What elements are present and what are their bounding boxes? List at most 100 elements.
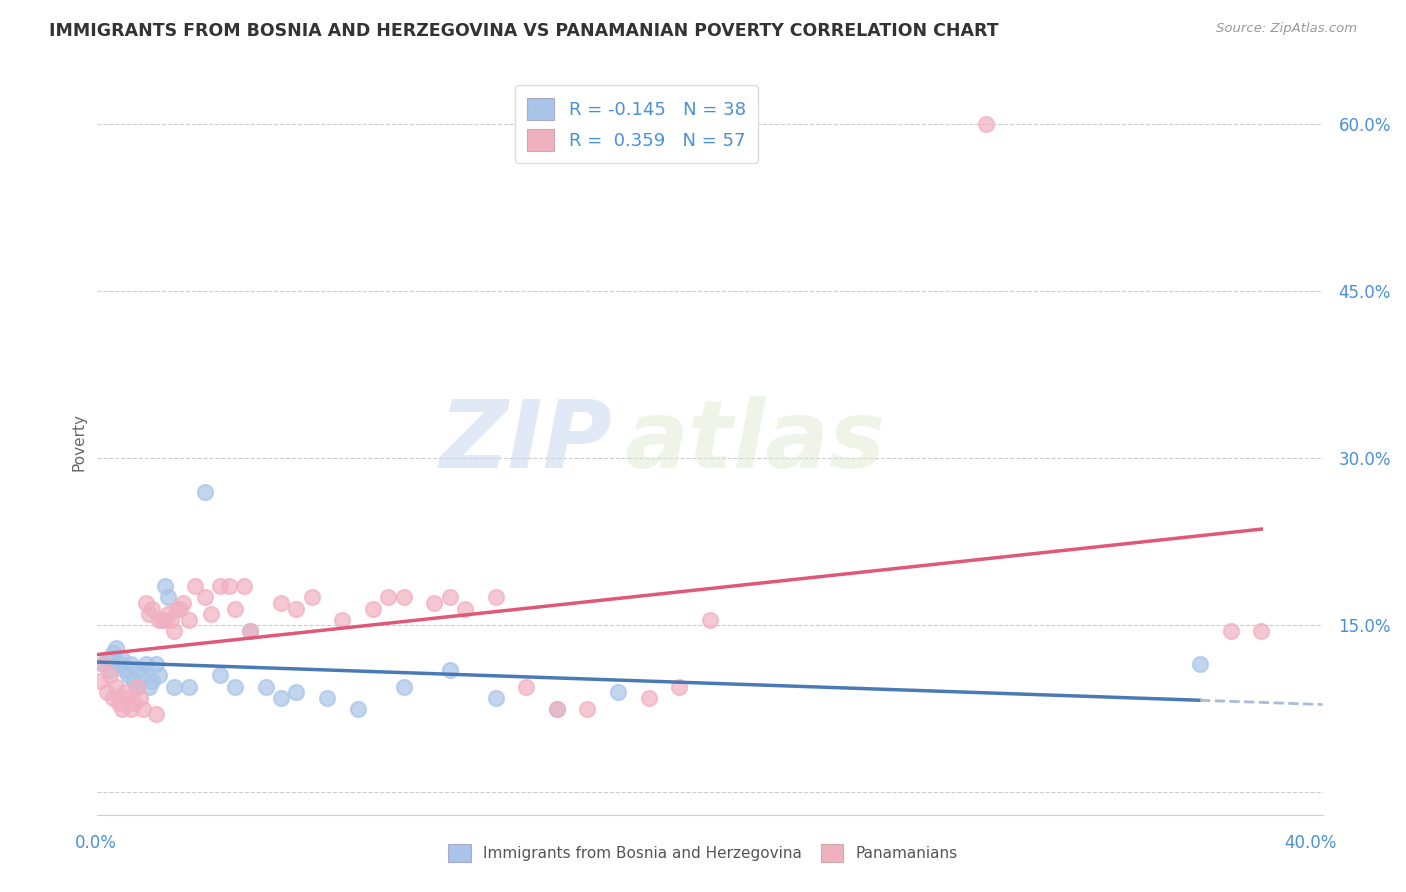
Legend: R = -0.145   N = 38, R =  0.359   N = 57: R = -0.145 N = 38, R = 0.359 N = 57	[515, 85, 758, 163]
Point	[193, 591, 215, 605]
Point	[138, 680, 160, 694]
Point	[132, 668, 155, 682]
Text: Source: ZipAtlas.com: Source: ZipAtlas.com	[1216, 22, 1357, 36]
Point	[974, 117, 997, 131]
Point	[224, 601, 246, 615]
Point	[361, 601, 384, 615]
Point	[233, 579, 256, 593]
Point	[98, 663, 121, 677]
Point	[114, 663, 136, 677]
Point	[120, 657, 142, 672]
Point	[129, 663, 152, 677]
Point	[111, 651, 134, 665]
Text: atlas: atlas	[624, 395, 886, 488]
Point	[172, 596, 194, 610]
Point	[637, 690, 659, 705]
Point	[104, 680, 127, 694]
Text: 40.0%: 40.0%	[1284, 834, 1337, 852]
Point	[160, 613, 183, 627]
Point	[117, 690, 139, 705]
Point	[576, 702, 599, 716]
Point	[218, 579, 240, 593]
Point	[107, 657, 129, 672]
Point	[301, 591, 323, 605]
Point	[169, 601, 191, 615]
Point	[135, 596, 157, 610]
Point	[141, 673, 163, 688]
Point	[127, 680, 149, 694]
Point	[101, 646, 124, 660]
Point	[208, 668, 231, 682]
Point	[166, 601, 188, 615]
Point	[208, 579, 231, 593]
Point	[423, 596, 446, 610]
Point	[179, 613, 201, 627]
Legend: Immigrants from Bosnia and Herzegovina, Panamanians: Immigrants from Bosnia and Herzegovina, …	[441, 838, 965, 868]
Point	[285, 685, 308, 699]
Text: 0.0%: 0.0%	[75, 834, 117, 852]
Point	[122, 673, 145, 688]
Point	[1188, 657, 1211, 672]
Point	[454, 601, 477, 615]
Point	[546, 702, 568, 716]
Point	[346, 702, 368, 716]
Point	[439, 663, 461, 677]
Point	[93, 657, 115, 672]
Point	[104, 640, 127, 655]
Point	[120, 702, 142, 716]
Point	[515, 680, 537, 694]
Point	[96, 685, 118, 699]
Point	[1219, 624, 1241, 638]
Point	[193, 484, 215, 499]
Point	[127, 680, 149, 694]
Point	[270, 596, 292, 610]
Point	[484, 591, 506, 605]
Y-axis label: Poverty: Poverty	[72, 412, 86, 471]
Point	[316, 690, 339, 705]
Point	[148, 668, 170, 682]
Point	[89, 673, 111, 688]
Point	[135, 657, 157, 672]
Text: ZIP: ZIP	[439, 395, 612, 488]
Point	[239, 624, 262, 638]
Point	[377, 591, 399, 605]
Point	[163, 680, 186, 694]
Point	[224, 680, 246, 694]
Point	[484, 690, 506, 705]
Point	[270, 690, 292, 705]
Point	[153, 579, 176, 593]
Point	[254, 680, 277, 694]
Point	[141, 601, 163, 615]
Point	[156, 607, 179, 621]
Point	[239, 624, 262, 638]
Point	[184, 579, 207, 593]
Point	[93, 657, 115, 672]
Point	[122, 696, 145, 710]
Point	[132, 702, 155, 716]
Point	[179, 680, 201, 694]
Point	[96, 651, 118, 665]
Point	[148, 613, 170, 627]
Text: IMMIGRANTS FROM BOSNIA AND HERZEGOVINA VS PANAMANIAN POVERTY CORRELATION CHART: IMMIGRANTS FROM BOSNIA AND HERZEGOVINA V…	[49, 22, 998, 40]
Point	[114, 685, 136, 699]
Point	[200, 607, 222, 621]
Point	[145, 657, 167, 672]
Point	[117, 668, 139, 682]
Point	[145, 707, 167, 722]
Point	[107, 696, 129, 710]
Point	[392, 591, 415, 605]
Point	[546, 702, 568, 716]
Point	[607, 685, 630, 699]
Point	[1250, 624, 1272, 638]
Point	[392, 680, 415, 694]
Point	[153, 613, 176, 627]
Point	[163, 624, 186, 638]
Point	[156, 591, 179, 605]
Point	[439, 591, 461, 605]
Point	[98, 668, 121, 682]
Point	[285, 601, 308, 615]
Point	[101, 690, 124, 705]
Point	[150, 613, 173, 627]
Point	[668, 680, 690, 694]
Point	[332, 613, 354, 627]
